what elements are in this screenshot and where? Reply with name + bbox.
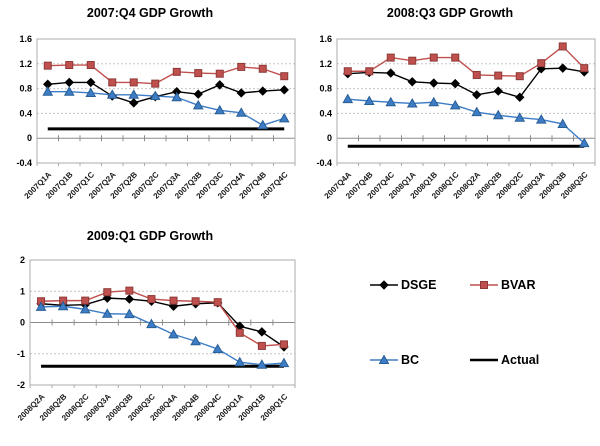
svg-text:-0.4: -0.4 bbox=[316, 158, 332, 168]
chart-2008q3-gdp-growth: 1.6 1.2 0.8 0.4 0 -0.4 2007Q4A 2007Q4B 2007Q4C 20… bbox=[300, 0, 600, 223]
chart-plot-2009q1: 210-1-22008Q2A2008Q2B2008Q2C2008Q3A2008Q… bbox=[16, 255, 296, 423]
svg-text:-0.4: -0.4 bbox=[16, 158, 32, 168]
svg-text:0.4: 0.4 bbox=[319, 108, 332, 118]
svg-text:1.6: 1.6 bbox=[19, 34, 32, 44]
svg-text:0.8: 0.8 bbox=[19, 84, 32, 94]
chart-legend: DSGE BVAR BC Actual bbox=[300, 223, 600, 446]
dsge-line-marker-icon bbox=[370, 280, 398, 290]
svg-text:1: 1 bbox=[20, 286, 25, 296]
legend-item-actual: Actual bbox=[470, 352, 539, 368]
svg-text:-2: -2 bbox=[17, 380, 25, 390]
chart-2007q4-gdp-growth: 1.6 1.2 0.8 0.4 0 -0.4 2007Q1A 2007Q1B 2007Q1C 20… bbox=[0, 0, 300, 223]
chart-title-2008q3: 2008:Q3 GDP Growth bbox=[386, 6, 514, 20]
svg-text:0.8: 0.8 bbox=[319, 84, 332, 94]
legend-label-actual: Actual bbox=[501, 353, 540, 367]
chart-title-2009q1: 2009:Q1 GDP Growth bbox=[86, 229, 214, 243]
chart-2009q1-gdp-growth: 2 1 0 -1 -2 2008Q2A 2008Q2B 2008Q2C 2008Q3A 2008Q… bbox=[0, 223, 300, 446]
svg-text:2: 2 bbox=[20, 255, 25, 265]
svg-text:-1: -1 bbox=[17, 349, 25, 359]
svg-text:1.2: 1.2 bbox=[319, 59, 332, 69]
legend-label-dsge: DSGE bbox=[401, 278, 437, 292]
svg-text:0: 0 bbox=[27, 133, 32, 143]
svg-text:0: 0 bbox=[20, 318, 25, 328]
legend-item-bc: BC bbox=[370, 352, 419, 368]
chart-plot-2007q4: 1.61.20.80.40-0.42007Q1A2007Q1B2007Q1C20… bbox=[16, 34, 296, 201]
bvar-line-marker-icon bbox=[470, 281, 498, 289]
bc-line-marker-icon bbox=[370, 354, 398, 364]
svg-text:0: 0 bbox=[327, 133, 332, 143]
actual-line-icon bbox=[470, 358, 498, 362]
svg-text:0.4: 0.4 bbox=[19, 108, 32, 118]
legend-label-bc: BC bbox=[401, 353, 420, 367]
chart-plot-2008q3: 1.61.20.80.40-0.42007Q4A2007Q4B2007Q4C20… bbox=[316, 34, 596, 201]
chart-title-2007q4: 2007:Q4 GDP Growth bbox=[86, 6, 214, 20]
svg-text:1.2: 1.2 bbox=[19, 59, 32, 69]
legend-label-bvar: BVAR bbox=[501, 278, 536, 292]
legend-item-dsge: DSGE bbox=[370, 277, 436, 293]
svg-text:1.6: 1.6 bbox=[319, 34, 332, 44]
legend-item-bvar: BVAR bbox=[470, 277, 536, 293]
